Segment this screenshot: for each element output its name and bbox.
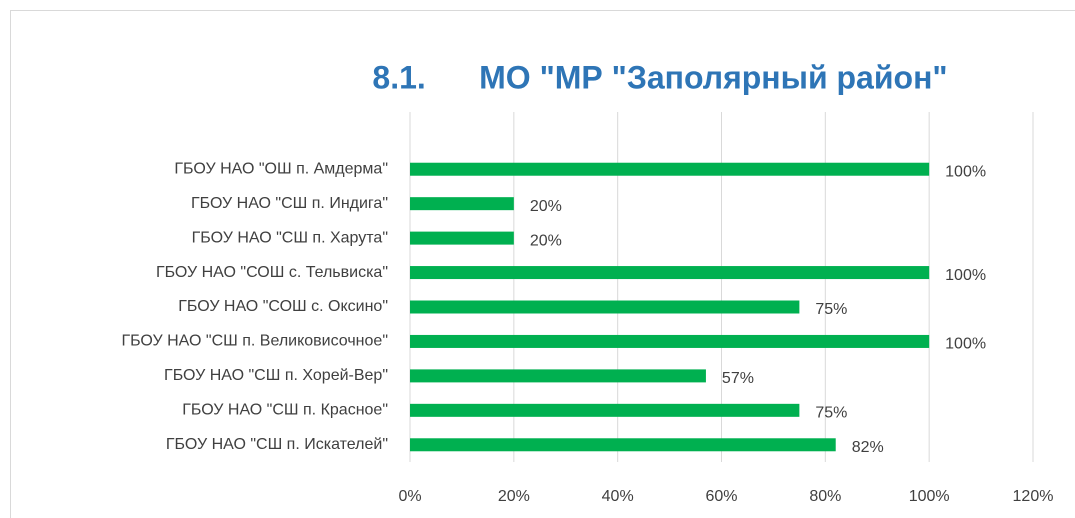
bar (410, 231, 514, 245)
bar (410, 403, 800, 417)
bar (410, 300, 800, 314)
x-tick-label: 120% (1013, 488, 1054, 505)
bar (410, 162, 930, 176)
data-label: 100% (945, 163, 986, 180)
data-label: 57% (722, 370, 754, 387)
x-tick-label: 0% (398, 488, 421, 505)
y-tick-label: ГБОУ НАО "СШ п. Искателей" (166, 436, 388, 453)
x-tick-label: 60% (705, 488, 737, 505)
data-label: 20% (530, 198, 562, 215)
bar (410, 334, 930, 348)
x-tick-label: 20% (498, 488, 530, 505)
bar (410, 266, 930, 280)
bar (410, 197, 514, 211)
y-tick-label: ГБОУ НАО "СОШ с. Тельвиска" (156, 264, 388, 281)
y-tick-label: ГБОУ НАО "СШ п. Индига" (191, 195, 388, 212)
bar (410, 438, 836, 452)
data-label: 75% (815, 301, 847, 318)
y-tick-label: ГБОУ НАО "СОШ с. Оксино" (178, 298, 388, 315)
chart-title: 8.1. МО "МР "Заполярный район" (372, 59, 947, 95)
x-tick-label: 40% (602, 488, 634, 505)
bar (410, 369, 706, 383)
data-label: 75% (815, 405, 847, 422)
data-label: 20% (530, 232, 562, 249)
chart-frame (10, 10, 1075, 518)
y-tick-label: ГБОУ НАО "СШ п. Великовисочное" (121, 333, 388, 350)
y-tick-label: ГБОУ НАО "СШ п. Красное" (182, 402, 388, 419)
data-label: 100% (945, 267, 986, 284)
y-tick-label: ГБОУ НАО "ОШ п. Амдерма" (174, 160, 388, 177)
y-tick-label: ГБОУ НАО "СШ п. Харута" (192, 229, 388, 246)
y-tick-label: ГБОУ НАО "СШ п. Хорей-Вер" (164, 367, 388, 384)
x-tick-label: 100% (909, 488, 950, 505)
data-label: 82% (852, 439, 884, 456)
data-label: 100% (945, 336, 986, 353)
x-tick-label: 80% (809, 488, 841, 505)
